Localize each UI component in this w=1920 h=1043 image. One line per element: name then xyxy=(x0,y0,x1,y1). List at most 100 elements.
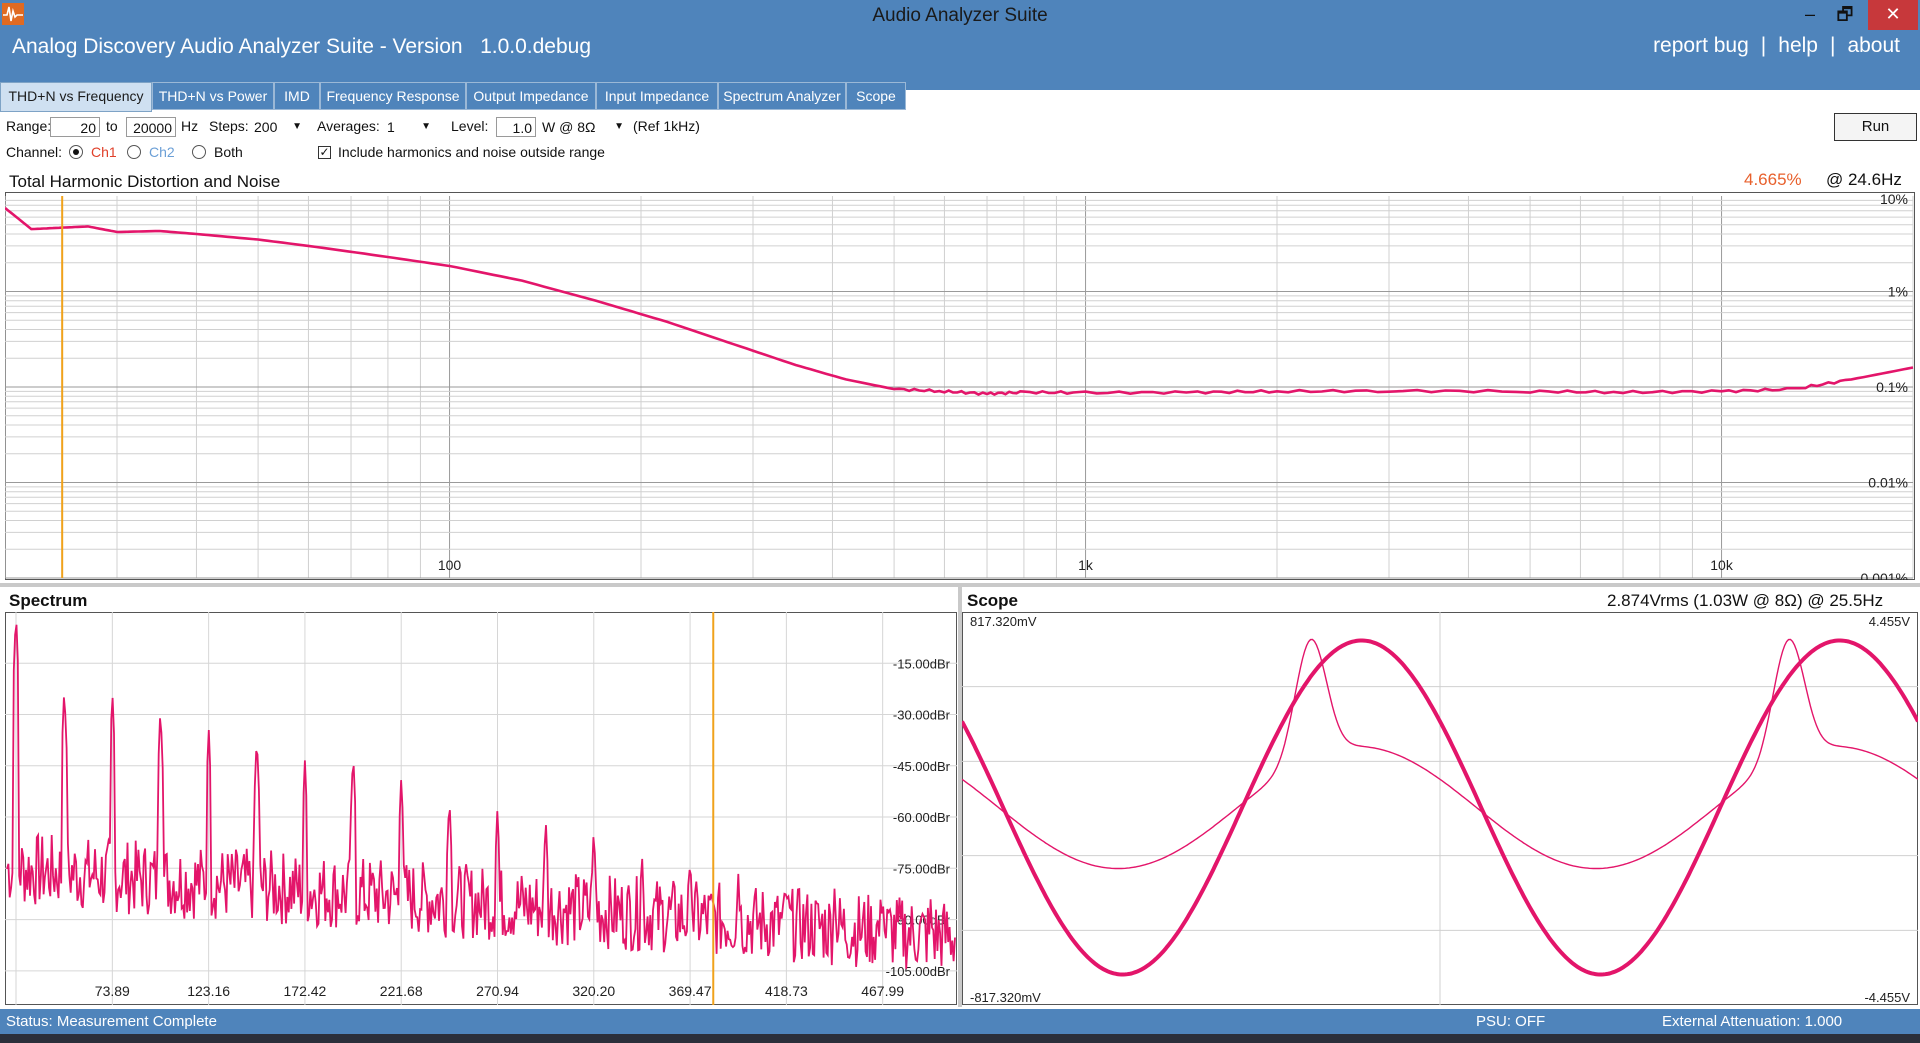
spectrum-y-tick-label: -75.00dBr xyxy=(893,861,951,876)
range-from-input[interactable]: 20 xyxy=(50,117,100,137)
level-input[interactable]: 1.0 xyxy=(496,117,536,137)
steps-value: 200 xyxy=(254,119,278,135)
tab-thd-vs-frequency[interactable]: THD+N vs Frequency xyxy=(0,82,152,112)
scope-left-bottom-label: -817.320mV xyxy=(970,990,1041,1005)
ch1-label: Ch1 xyxy=(91,144,117,160)
spectrum-x-tick-label: 123.16 xyxy=(187,983,230,999)
thd-readout-frequency: @ 24.6Hz xyxy=(1826,170,1902,189)
spectrum-y-tick-label: -45.00dBr xyxy=(893,759,951,774)
steps-label: Steps: xyxy=(209,118,249,134)
spectrum-x-tick-label: 221.68 xyxy=(380,983,423,999)
thd-trace-line xyxy=(5,206,1914,397)
spectrum-y-tick-label: -30.00dBr xyxy=(893,708,951,723)
scope-distortion-trace xyxy=(962,638,1918,870)
os-taskbar xyxy=(0,1034,1920,1043)
link-separator: | xyxy=(1760,34,1767,57)
scope-readout: 2.874Vrms (1.03W @ 8Ω) @ 25.5Hz xyxy=(1607,591,1884,610)
range-label: Range: xyxy=(6,118,52,134)
scope-chart: 817.320mV -817.320mV 4.455V -4.455V xyxy=(962,612,1918,1005)
about-link[interactable]: about xyxy=(1847,34,1900,57)
ch2-label: Ch2 xyxy=(149,144,175,160)
tab-output-impedance[interactable]: Output Impedance xyxy=(466,82,596,110)
spectrum-title: Spectrum xyxy=(9,591,88,610)
tab-imd[interactable]: IMD xyxy=(274,82,320,110)
spectrum-x-tick-label: 73.89 xyxy=(95,983,130,999)
panel-splitter-vertical[interactable] xyxy=(958,587,962,1007)
thd-x-tick-label: 1k xyxy=(1078,557,1094,573)
ch2-radio[interactable] xyxy=(127,145,141,159)
scope-output-trace xyxy=(962,638,1918,977)
ref-label: (Ref 1kHz) xyxy=(633,118,700,134)
level-label: Level: xyxy=(451,118,489,134)
spectrum-x-tick-label: 369.47 xyxy=(669,983,712,999)
spectrum-y-tick-label: -60.00dBr xyxy=(893,810,951,825)
both-label: Both xyxy=(214,144,243,160)
link-separator: | xyxy=(1829,34,1836,57)
maximize-button[interactable]: 🗗 xyxy=(1836,4,1854,24)
close-button[interactable]: ✕ xyxy=(1868,0,1918,30)
report-bug-link[interactable]: report bug xyxy=(1653,34,1749,57)
thd-x-tick-label: 10k xyxy=(1710,557,1734,573)
tab-scope[interactable]: Scope xyxy=(846,82,906,110)
both-radio[interactable] xyxy=(192,145,206,159)
tab-spectrum-analyzer[interactable]: Spectrum Analyzer xyxy=(718,82,846,110)
spectrum-x-tick-label: 467.99 xyxy=(861,983,904,999)
averages-value: 1 xyxy=(387,119,395,135)
thd-y-tick-label: 0.01% xyxy=(1868,475,1908,491)
thd-x-tick-label: 100 xyxy=(438,557,462,573)
range-to-input[interactable]: 20000 xyxy=(126,117,176,137)
psu-status: PSU: OFF xyxy=(1476,1013,1546,1030)
spectrum-y-tick-label: -15.00dBr xyxy=(893,656,951,671)
thd-y-tick-label: 0.1% xyxy=(1876,379,1908,395)
run-button[interactable]: Run xyxy=(1834,113,1917,141)
attenuation-status: External Attenuation: 1.000 xyxy=(1662,1013,1843,1030)
chevron-down-icon: ▼ xyxy=(292,121,302,132)
spectrum-y-tick-label: -105.00dBr xyxy=(886,964,951,979)
thd-y-tick-label: 1% xyxy=(1888,284,1908,300)
averages-label: Averages: xyxy=(317,118,380,134)
thd-chart: 10% 1% 0.1% 0.01% 0.001% 100 1k 10k xyxy=(5,192,1915,580)
hz-label: Hz xyxy=(181,118,199,134)
scope-title: Scope xyxy=(967,591,1019,610)
thd-chart-title: Total Harmonic Distortion and Noise xyxy=(9,172,281,191)
ch1-radio[interactable] xyxy=(69,145,83,159)
window-title: Audio Analyzer Suite xyxy=(872,5,1048,26)
scope-right-top-label: 4.455V xyxy=(1869,614,1911,629)
spectrum-x-tick-label: 320.20 xyxy=(572,983,615,999)
chevron-down-icon: ▼ xyxy=(421,121,431,132)
spectrum-x-tick-label: 172.42 xyxy=(284,983,327,999)
app-title: Analog Discovery Audio Analyzer Suite - … xyxy=(12,35,592,58)
scope-right-bottom-label: -4.455V xyxy=(1864,990,1910,1005)
thd-y-tick-label: 0.001% xyxy=(1861,570,1908,580)
chevron-down-icon: ▼ xyxy=(614,121,624,132)
thd-plot-frame xyxy=(5,192,1915,580)
status-text: Status: Measurement Complete xyxy=(6,1013,217,1030)
range-to-label: to xyxy=(106,118,118,134)
window-titlebar: Audio Analyzer Suite – 🗗 ✕ xyxy=(0,0,1920,30)
app-header: Analog Discovery Audio Analyzer Suite - … xyxy=(0,30,1920,90)
help-link[interactable]: help xyxy=(1778,34,1818,57)
panel-splitter[interactable] xyxy=(0,583,1920,587)
spectrum-x-tick-label: 418.73 xyxy=(765,983,808,999)
spectrum-x-tick-label: 270.94 xyxy=(476,983,519,999)
tab-frequency-response[interactable]: Frequency Response xyxy=(320,82,466,110)
tab-input-impedance[interactable]: Input Impedance xyxy=(596,82,718,110)
channel-label: Channel: xyxy=(6,144,63,160)
averages-dropdown[interactable]: 1 ▼ xyxy=(387,117,431,137)
status-bar: Status: Measurement Complete PSU: OFF Ex… xyxy=(0,1009,1920,1034)
header-links: report bug | help | about xyxy=(1647,34,1906,58)
tab-thd-vs-power[interactable]: THD+N vs Power xyxy=(152,82,274,110)
include-harmonics-label: Include harmonics and noise outside rang… xyxy=(338,144,605,160)
steps-dropdown[interactable]: 200 ▼ xyxy=(254,117,302,137)
thd-y-tick-label: 10% xyxy=(1880,192,1908,207)
app-waveform-icon xyxy=(2,3,24,25)
minimize-button[interactable]: – xyxy=(1804,4,1815,24)
scope-left-top-label: 817.320mV xyxy=(970,614,1037,629)
level-unit-dropdown[interactable]: W @ 8Ω ▼ xyxy=(542,117,624,137)
spectrum-plot-frame xyxy=(5,612,957,1005)
level-unit-value: W @ 8Ω xyxy=(542,119,596,135)
spectrum-trace-line xyxy=(6,624,956,969)
include-harmonics-checkbox[interactable]: ✓ xyxy=(318,145,331,159)
controls-panel: Range: 20 to 20000 Hz Steps: 200 ▼ Averag… xyxy=(0,112,1920,170)
spectrum-chart: 73.89 123.16 172.42 221.68 270.94 320.20 369.4… xyxy=(5,612,957,1005)
